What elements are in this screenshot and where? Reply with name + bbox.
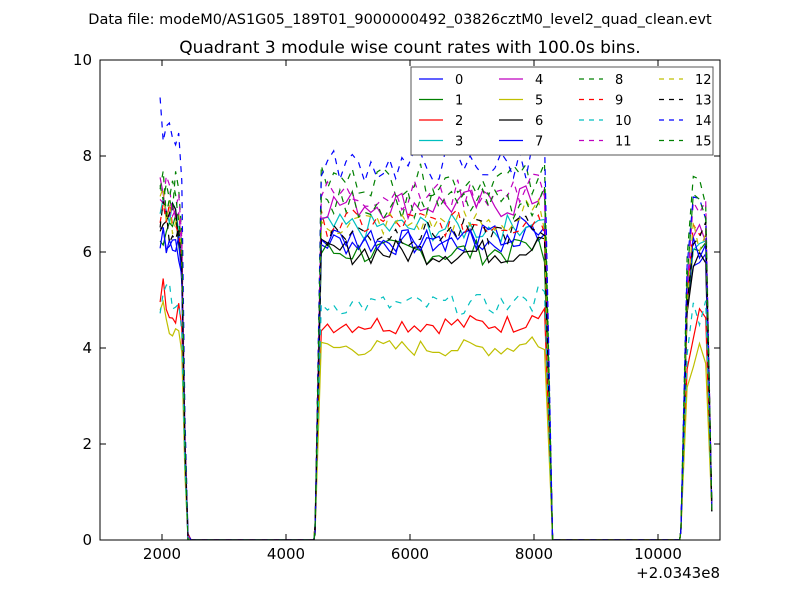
series-line-3 xyxy=(159,198,713,540)
legend-label-14: 14 xyxy=(695,114,712,129)
legend-label-1: 1 xyxy=(455,94,463,109)
x-offset-label: +2.0343e8 xyxy=(636,564,720,582)
legend-label-13: 13 xyxy=(695,94,712,109)
series-line-9 xyxy=(159,203,713,540)
legend-label-12: 12 xyxy=(695,73,712,88)
legend-label-11: 11 xyxy=(615,135,632,150)
series-line-7 xyxy=(159,215,713,540)
x-tick-label: 4000 xyxy=(267,545,305,563)
legend-label-8: 8 xyxy=(615,73,623,88)
series-line-2 xyxy=(159,278,713,540)
series-line-14 xyxy=(159,97,713,540)
y-tick-label: 0 xyxy=(82,531,92,549)
x-tick-label: 6000 xyxy=(391,545,429,563)
series-line-4 xyxy=(159,177,713,540)
series-line-8 xyxy=(159,162,713,540)
y-tick-label: 6 xyxy=(82,243,92,261)
series-line-1 xyxy=(159,215,713,540)
y-tick-label: 4 xyxy=(82,339,92,357)
x-tick-label: 10000 xyxy=(634,545,682,563)
legend-label-3: 3 xyxy=(455,135,463,150)
legend-label-7: 7 xyxy=(535,135,543,150)
legend-label-15: 15 xyxy=(695,135,712,150)
y-tick-label: 8 xyxy=(82,147,92,165)
series-line-15 xyxy=(159,170,713,540)
series-lines xyxy=(159,97,713,540)
legend-label-5: 5 xyxy=(535,94,543,109)
x-tick-label: 8000 xyxy=(515,545,553,563)
figure-suptitle: Data file: modeM0/AS1G05_189T01_90000004… xyxy=(88,12,712,28)
legend-label-9: 9 xyxy=(615,94,623,109)
legend-label-6: 6 xyxy=(535,114,543,129)
y-tick-label: 2 xyxy=(82,435,92,453)
legend-label-0: 0 xyxy=(455,73,463,88)
series-line-13 xyxy=(159,201,713,540)
y-tick-label: 10 xyxy=(73,51,92,69)
series-line-5 xyxy=(159,299,713,540)
x-tick-label: 2000 xyxy=(143,545,181,563)
series-line-6 xyxy=(159,201,713,540)
series-line-10 xyxy=(159,281,713,540)
series-line-11 xyxy=(159,173,713,540)
legend-label-2: 2 xyxy=(455,114,463,129)
series-line-0 xyxy=(159,224,713,540)
legend-label-4: 4 xyxy=(535,73,543,88)
series-line-12 xyxy=(159,187,713,540)
legend-label-10: 10 xyxy=(615,114,632,129)
chart-title: Quadrant 3 module wise count rates with … xyxy=(179,38,640,58)
